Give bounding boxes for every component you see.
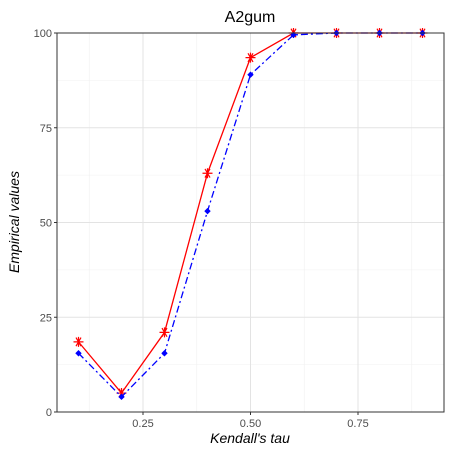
series-2-point [290, 31, 297, 39]
x-axis-title: Kendall's tau [210, 430, 290, 446]
y-axis-title: Empirical values [6, 171, 22, 273]
x-tick-label: 0.75 [347, 418, 368, 430]
series-2-point [161, 350, 168, 357]
series-1-point [159, 327, 170, 338]
series-2-point [247, 71, 254, 78]
series-2-point [204, 207, 211, 215]
x-tick-label: 0.25 [132, 418, 153, 430]
y-tick-label: 0 [46, 407, 52, 419]
series-2-point [118, 393, 125, 401]
axes: 0.25 0.50 0.75 0 25 50 75 100 [34, 28, 369, 430]
series-1-point [73, 336, 84, 347]
series-1-point [245, 52, 256, 63]
y-tick-label: 100 [34, 28, 52, 40]
series-2-point [75, 350, 82, 357]
y-tick-label: 50 [40, 218, 52, 230]
series-1-point [116, 388, 127, 399]
chart-title: A2gum [225, 9, 276, 26]
y-tick-label: 75 [40, 123, 52, 135]
y-tick-label: 25 [40, 312, 52, 324]
series-1-point [202, 168, 213, 179]
x-tick-label: 0.50 [240, 418, 261, 430]
